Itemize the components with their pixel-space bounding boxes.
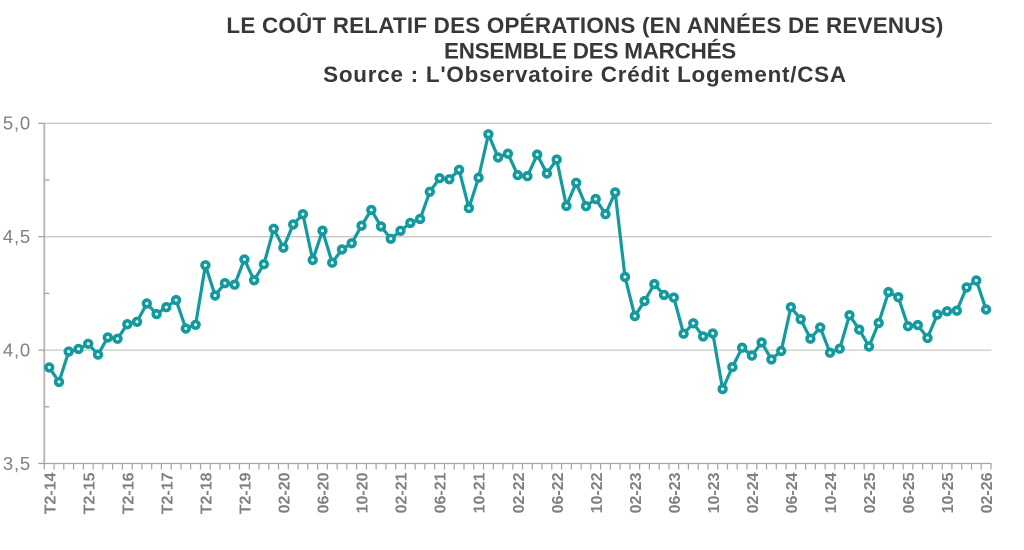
svg-text:06-24: 06-24 <box>784 472 801 513</box>
svg-text:06-23: 06-23 <box>667 472 684 513</box>
svg-text:02-26: 02-26 <box>979 472 996 513</box>
svg-text:10-23: 10-23 <box>706 472 723 513</box>
svg-text:02-21: 02-21 <box>394 472 411 513</box>
svg-text:10-22: 10-22 <box>589 472 606 513</box>
svg-text:06-21: 06-21 <box>433 472 450 513</box>
svg-text:T2-15: T2-15 <box>81 472 98 514</box>
svg-text:LE COÛT RELATIF DES OPÉRATIONS: LE COÛT RELATIF DES OPÉRATIONS (EN ANNÉE… <box>226 13 943 38</box>
svg-text:Source : L'Observatoire Crédit: Source : L'Observatoire Crédit Logement/… <box>323 62 847 87</box>
svg-text:06-25: 06-25 <box>901 472 918 513</box>
svg-text:T2-16: T2-16 <box>120 472 137 514</box>
svg-text:3,5: 3,5 <box>3 453 31 474</box>
svg-text:02-22: 02-22 <box>511 472 528 513</box>
svg-text:T2-18: T2-18 <box>199 472 216 514</box>
svg-text:10-25: 10-25 <box>940 472 957 513</box>
svg-text:4,0: 4,0 <box>3 339 31 360</box>
svg-text:10-24: 10-24 <box>823 472 840 513</box>
svg-text:5,0: 5,0 <box>3 113 31 134</box>
svg-text:02-25: 02-25 <box>862 472 879 513</box>
svg-text:ENSEMBLE DES MARCHÉS: ENSEMBLE DES MARCHÉS <box>444 39 736 64</box>
svg-text:10-21: 10-21 <box>472 472 489 513</box>
svg-text:02-23: 02-23 <box>628 472 645 513</box>
svg-text:T2-17: T2-17 <box>159 472 176 514</box>
svg-text:T2-19: T2-19 <box>238 472 255 514</box>
svg-text:4,5: 4,5 <box>3 226 31 247</box>
svg-text:10-20: 10-20 <box>355 472 372 513</box>
svg-text:T2-14: T2-14 <box>42 472 59 514</box>
svg-text:02-20: 02-20 <box>277 472 294 513</box>
svg-text:02-24: 02-24 <box>745 472 762 513</box>
svg-text:06-20: 06-20 <box>316 472 333 513</box>
svg-text:06-22: 06-22 <box>550 472 567 513</box>
